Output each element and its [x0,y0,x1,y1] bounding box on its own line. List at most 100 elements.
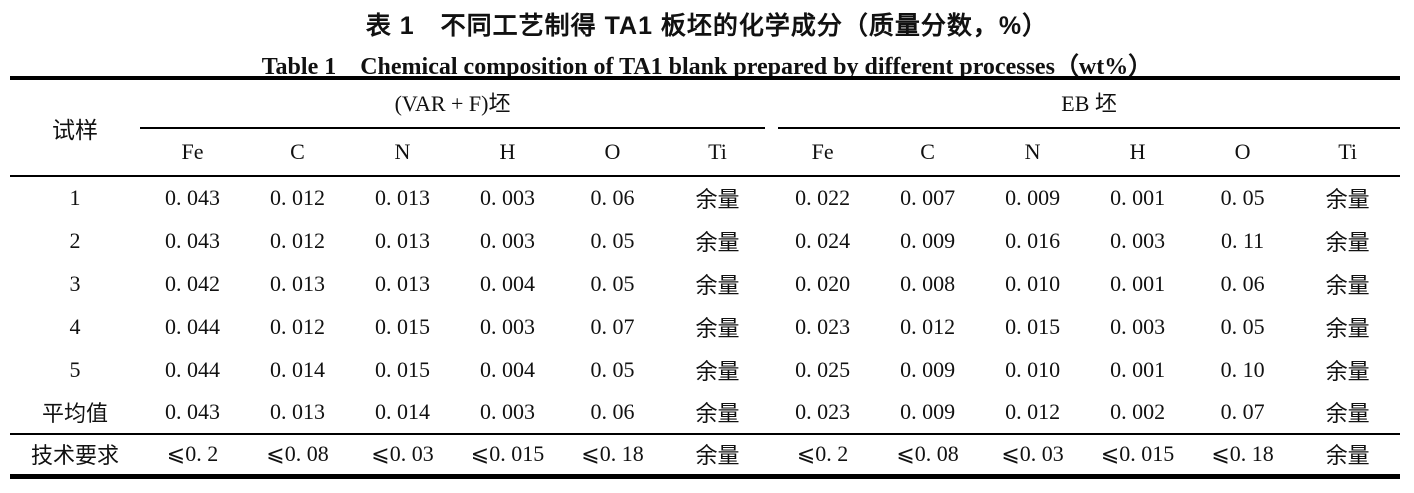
column-header-o-varf: O [560,129,665,177]
row-label: 平均值 [41,401,108,426]
cell: 0. 003 [1110,313,1166,339]
cell: 0. 003 [480,227,535,253]
table-header: 试样 (VAR + F)坯 EB 坯 Fe C N H O Ti Fe C N H O Ti [10,78,1401,177]
cell: 0. 06 [1220,270,1265,296]
column-header-c-eb: C [875,129,981,177]
cell: 0. 009 [900,356,956,382]
cell: 0. 07 [1220,399,1265,424]
cell: 0. 013 [375,227,430,253]
cell: ⩽0. 08 [875,433,981,476]
cell: 0. 012 [900,313,956,339]
cell: 0. 043 [165,227,220,253]
table-row: 5 0. 044 0. 014 0. 015 0. 004 0. 05 余量 0. 025 0.… [10,348,1400,391]
cell: 0. 001 [1110,356,1166,382]
cell: 0. 015 [375,356,430,382]
cell: 0. 11 [1220,227,1265,253]
cell: 0. 015 [375,313,430,339]
row-label: 4 [69,313,81,339]
cell: 0. 016 [1005,227,1061,253]
cell: 0. 010 [1005,270,1061,296]
row-label: 5 [69,356,81,382]
cell: 0. 012 [270,227,325,253]
cell: 0. 05 [590,270,635,296]
cell: 0. 012 [1005,399,1061,424]
cell: 0. 003 [480,399,535,424]
cell: 0. 009 [1005,185,1061,210]
cell: 余量 [1325,401,1370,426]
cell: 0. 022 [795,185,851,210]
cell: 0. 008 [900,270,956,296]
cell: ⩽0. 18 [560,433,665,476]
row-label: 技术要求 [10,433,140,476]
row-label: 2 [69,227,81,253]
cell: 0. 009 [900,399,956,424]
cell: 0. 05 [590,227,635,253]
cell: 0. 002 [1110,399,1166,424]
cell: 0. 10 [1220,356,1265,382]
cell: 余量 [1295,433,1401,476]
row-label: 3 [69,270,81,296]
cell: 0. 05 [590,356,635,382]
column-header-h-eb: H [1085,129,1191,177]
cell: 0. 004 [480,356,535,382]
cell: 0. 001 [1110,270,1166,296]
cell: 0. 003 [480,185,535,210]
cell: 0. 044 [165,313,220,339]
table-row: 4 0. 044 0. 012 0. 015 0. 003 0. 07 余量 0. 023 0.… [10,305,1400,348]
cell: 0. 042 [165,270,220,296]
cell: ⩽0. 015 [1085,433,1191,476]
cell: 余量 [695,315,740,341]
cell: 0. 014 [375,399,430,424]
cell: 0. 012 [270,313,325,339]
column-header-c-varf: C [245,129,350,177]
column-header-h-varf: H [455,129,560,177]
cell: 余量 [695,272,740,298]
cell: ⩽0. 2 [770,433,876,476]
group-header-var-f: (VAR + F)坯 [140,78,770,129]
cell: 余量 [695,229,740,255]
cell: 0. 06 [590,399,635,424]
table-row: 3 0. 042 0. 013 0. 013 0. 004 0. 05 余量 0. 020 0.… [10,262,1400,305]
cell: 余量 [1325,187,1370,212]
cell: 0. 044 [165,356,220,382]
cell: ⩽0. 08 [245,433,350,476]
cell: 0. 013 [375,185,430,210]
cell: 余量 [1325,229,1370,255]
cell: 0. 013 [270,399,325,424]
cell: 0. 015 [1005,313,1061,339]
cell: 0. 009 [900,227,956,253]
group-header-var-f-label: (VAR + F)坯 [140,80,766,129]
cell: ⩽0. 2 [140,433,245,476]
cell: 余量 [695,187,740,212]
cell: 0. 004 [480,270,535,296]
group-header-eb-label: EB 坯 [778,80,1401,129]
table-row: 平均值 0. 043 0. 013 0. 014 0. 003 0. 06 余量 0. 023… [10,391,1400,434]
table-body: 1 0. 043 0. 012 0. 013 0. 003 0. 06 余量 0. 022 0.… [10,176,1401,476]
cell: 0. 043 [165,399,220,424]
cell: 0. 06 [590,185,635,210]
column-header-fe-varf: Fe [140,129,245,177]
cell: 0. 003 [480,313,535,339]
cell: 0. 023 [795,313,851,339]
cell: ⩽0. 03 [350,433,455,476]
cell: ⩽0. 18 [1190,433,1296,476]
cell: 0. 013 [375,270,430,296]
table-title-en: Table 1 Chemical composition of TA1 blan… [261,54,1153,80]
cell: 余量 [1325,358,1370,384]
element-header-row: Fe C N H O Ti Fe C N H O Ti [10,129,1401,177]
group-header-eb: EB 坯 [770,78,1401,129]
cell: 余量 [665,433,771,476]
cell: 0. 007 [900,185,956,210]
table-title-zh: 表 1 不同工艺制得 TA1 板坯的化学成分（质量分数，%） [365,12,1049,40]
table-row: 1 0. 043 0. 012 0. 013 0. 003 0. 06 余量 0. 022 0.… [10,176,1400,219]
column-header-o-eb: O [1190,129,1296,177]
cell: 0. 05 [1220,313,1265,339]
cell: 0. 020 [795,270,851,296]
cell: 余量 [695,401,740,426]
cell: 0. 07 [590,313,635,339]
cell: 余量 [695,358,740,384]
cell: 0. 012 [270,185,325,210]
row-label: 1 [69,185,81,210]
column-header-ti-varf: Ti [665,129,771,177]
